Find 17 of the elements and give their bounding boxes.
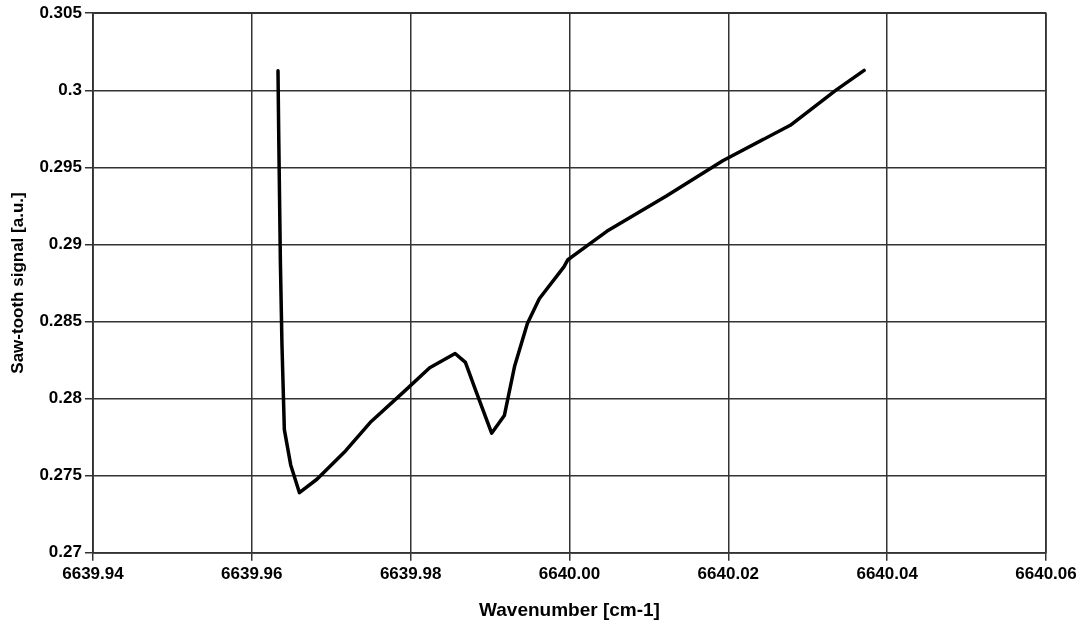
- y-tick-label: 0.295: [39, 157, 82, 177]
- x-tick-label: 6640.02: [697, 563, 760, 583]
- x-tick-label: 6640.06: [1015, 563, 1077, 583]
- x-tick-label: 6639.94: [62, 563, 125, 583]
- x-tick-label: 6639.98: [379, 563, 442, 583]
- y-tick-label: 0.28: [48, 388, 82, 408]
- x-tick-label: 6640.04: [856, 563, 919, 583]
- y-tick-label: 0.285: [39, 311, 82, 331]
- y-tick-label: 0.29: [48, 234, 82, 254]
- x-tick-label: 6640.00: [538, 563, 601, 583]
- x-tick-label: 6639.96: [221, 563, 283, 583]
- y-tick-label: 0.275: [39, 465, 82, 485]
- y-tick-label: 0.305: [39, 2, 82, 22]
- x-axis-title: Wavenumber [cm-1]: [479, 598, 660, 620]
- y-tick-label: 0.3: [58, 79, 82, 99]
- y-axis-title: Saw-tooth signal [a.u.]: [7, 192, 27, 374]
- y-tick-label: 0.27: [48, 542, 82, 562]
